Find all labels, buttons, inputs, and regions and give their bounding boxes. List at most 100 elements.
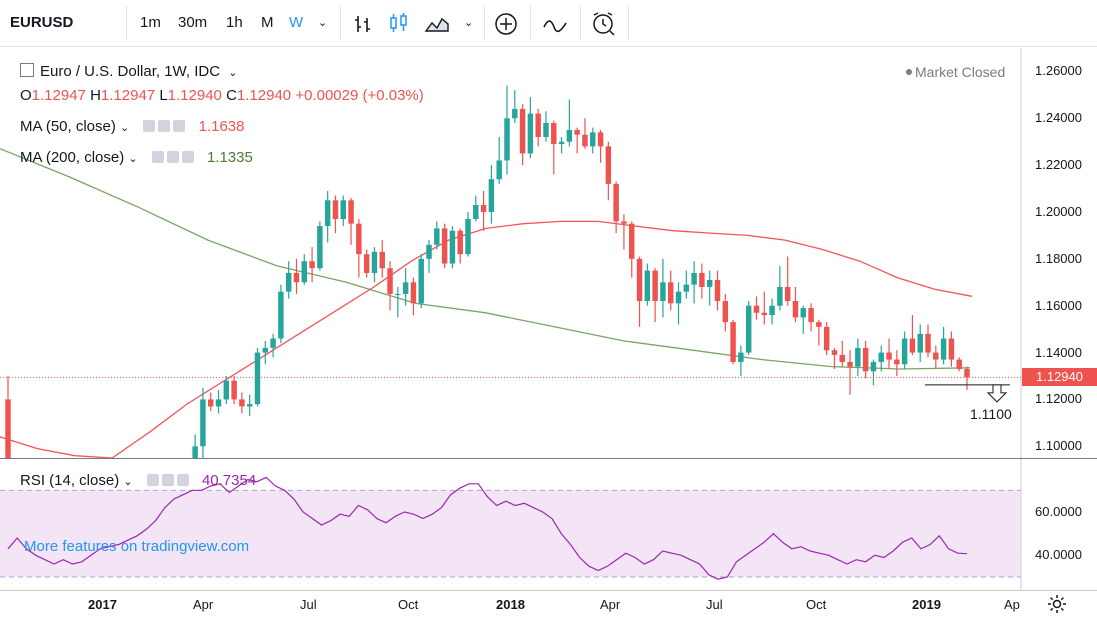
time-tick-label: Oct [806, 597, 827, 612]
settings-gear-icon[interactable] [1047, 594, 1067, 614]
candle-body [847, 361, 853, 367]
eye-icon[interactable] [146, 474, 159, 486]
time-tick-label: 2018 [496, 597, 525, 612]
toolbar-divider [340, 6, 341, 40]
price-grid [0, 48, 1021, 458]
candle-body [371, 251, 378, 273]
close-icon[interactable] [173, 120, 186, 132]
candle-body [816, 322, 822, 327]
time-tick-label: Oct [398, 597, 419, 612]
chart-title: Euro / U.S. Dollar, 1W, IDC [40, 63, 221, 80]
price-pane-bg [0, 48, 1021, 458]
rsi-label: RSI (14, close) [20, 472, 120, 489]
interval-dropdown-icon[interactable]: ⌄ [318, 17, 328, 29]
candle-body [465, 219, 471, 255]
candle-body [496, 160, 502, 180]
rsi-actions[interactable] [146, 472, 192, 489]
candle-body [800, 308, 806, 318]
candle-body [660, 282, 666, 302]
candle-body [597, 132, 604, 147]
rsi-legend[interactable]: RSI (14, close) ⌄ 40.7354 [20, 472, 256, 489]
ma50-value: 1.1638 [198, 118, 245, 135]
interval-1h[interactable]: 1h [226, 14, 243, 31]
candle-body [457, 230, 463, 255]
close-icon[interactable] [176, 474, 189, 486]
candle-body [535, 113, 541, 138]
toolbar-divider [580, 6, 581, 40]
candle-body [948, 338, 955, 360]
ma200-dropdown-icon[interactable]: ⌄ [128, 153, 138, 165]
eye-icon[interactable] [143, 120, 156, 132]
toolbar-divider [126, 6, 127, 40]
ma200-line [0, 148, 971, 370]
rsi-path [7, 476, 968, 580]
candle-body [730, 322, 736, 362]
candle-body [200, 399, 206, 447]
close-icon[interactable] [181, 151, 194, 163]
candle-body [878, 352, 884, 362]
ma200-actions[interactable] [151, 149, 197, 166]
settings-icon[interactable] [158, 120, 171, 132]
candle-body [644, 270, 651, 302]
interval-1m[interactable]: 1m [140, 14, 161, 31]
candle-body [5, 399, 11, 458]
bar-style-icon[interactable] [352, 13, 374, 35]
candle-body [395, 294, 401, 295]
price-tick-label: 1.16000 [1035, 297, 1082, 313]
price-tick-label: 1.20000 [1035, 204, 1082, 219]
alert-icon[interactable] [590, 11, 618, 37]
candle-body [777, 286, 783, 306]
price-tick-label: 1.24000 [1035, 110, 1082, 126]
ma200-legend[interactable]: MA (200, close) ⌄ 1.1335 [20, 149, 253, 166]
tradingview-watermark[interactable]: More features on tradingview.com [24, 538, 250, 555]
candle-body [488, 179, 495, 212]
add-compare-icon[interactable] [494, 12, 518, 36]
indicators-icon[interactable] [542, 13, 568, 35]
candle-body [839, 354, 845, 362]
candle-body [519, 108, 526, 154]
candle-body [566, 130, 573, 142]
candle-body [231, 380, 237, 400]
chart-canvas[interactable] [0, 47, 1097, 621]
settings-icon[interactable] [166, 151, 179, 163]
candle-body [652, 270, 658, 302]
ma50-legend[interactable]: MA (50, close) ⌄ 1.1638 [20, 118, 245, 135]
eye-icon[interactable] [151, 151, 164, 163]
market-closed-dot-icon [906, 69, 912, 75]
candle-body [340, 200, 346, 220]
interval-w[interactable]: W [289, 14, 304, 31]
price-tick-label: 1.26000 [1035, 63, 1082, 79]
interval-m[interactable]: M [261, 14, 274, 31]
candle-body [886, 352, 892, 360]
candle-body [402, 282, 409, 294]
candle-body [722, 301, 729, 323]
price-tick-label: 1.10000 [1035, 438, 1082, 454]
rsi-dropdown-icon[interactable]: ⌄ [123, 476, 133, 488]
ma50-actions[interactable] [143, 118, 188, 135]
candle-style-icon[interactable] [388, 12, 410, 34]
settings-icon[interactable] [161, 474, 174, 486]
ma50-path [0, 220, 973, 458]
ma50-dropdown-icon[interactable]: ⌄ [120, 122, 130, 134]
candle-body [512, 108, 518, 119]
target-annotation[interactable] [925, 384, 1010, 403]
ma50-line [0, 220, 973, 458]
symbol-search[interactable]: EURUSD [10, 14, 74, 31]
toolbar-divider [628, 6, 629, 40]
area-style-icon[interactable] [424, 13, 450, 35]
candle-body [917, 333, 923, 353]
legend-collapse-icon[interactable] [20, 63, 34, 77]
candle-body [761, 312, 768, 316]
candle-body [215, 399, 222, 407]
interval-30m[interactable]: 30m [178, 14, 208, 31]
market-status-text: Market Closed [915, 64, 1006, 80]
legend-dropdown-icon[interactable]: ⌄ [228, 67, 238, 79]
ma50-label: MA (50, close) [20, 118, 116, 135]
candle-body [582, 134, 588, 147]
market-status: Market Closed [906, 64, 1005, 80]
open-value: 1.12947 [31, 87, 86, 104]
candle-body [317, 226, 323, 269]
chart-style-dropdown-icon[interactable]: ⌄ [464, 17, 474, 29]
candle-body [745, 305, 752, 353]
time-tick-label: Jul [706, 597, 723, 612]
